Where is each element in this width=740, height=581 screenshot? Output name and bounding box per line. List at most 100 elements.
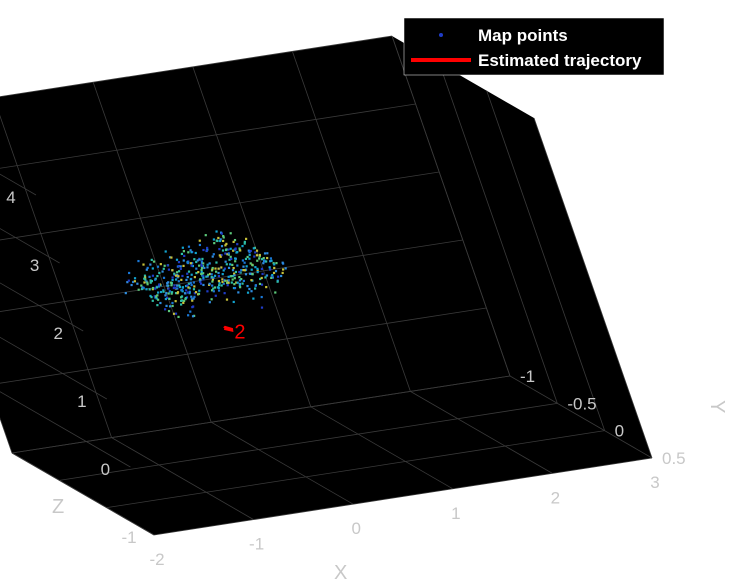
z-tick-label: 4 (6, 188, 15, 207)
map-point (227, 253, 230, 256)
map-point (180, 252, 183, 256)
map-point (220, 245, 224, 248)
map-point (155, 295, 158, 298)
map-point (212, 287, 215, 290)
map-point (271, 276, 275, 279)
map-point (240, 268, 243, 272)
map-point (217, 289, 221, 292)
axes-background (0, 36, 652, 535)
map-point (157, 285, 160, 288)
grid-line-z (0, 103, 416, 169)
map-point (264, 276, 267, 279)
map-point (211, 284, 214, 287)
map-point (189, 310, 192, 313)
map-point (190, 298, 193, 301)
map-point (238, 276, 241, 279)
map-point (177, 275, 180, 278)
map-point (170, 292, 173, 295)
map-point (262, 262, 265, 265)
map-point (140, 287, 144, 291)
map-point (179, 265, 182, 268)
map-point (201, 265, 205, 268)
map-point (143, 274, 147, 277)
map-point (250, 290, 253, 293)
map-point (185, 278, 188, 282)
map-point (149, 279, 152, 282)
map-point (170, 291, 174, 294)
map-point (178, 285, 182, 289)
map-point (260, 258, 264, 261)
map-point (188, 290, 191, 293)
map-point (127, 279, 130, 282)
map-point (190, 264, 193, 267)
map-point (177, 261, 181, 264)
map-point (255, 249, 259, 252)
map-point (144, 276, 147, 279)
map-point (180, 288, 184, 292)
map-point (211, 278, 215, 281)
map-point (162, 267, 165, 270)
map-point (193, 314, 196, 317)
map-point (193, 276, 196, 279)
map-point (155, 286, 159, 289)
map-point (205, 275, 208, 278)
map-point (265, 274, 269, 277)
map-point (222, 282, 225, 285)
map-point (256, 267, 259, 270)
map-point (231, 275, 234, 278)
grid-line-x (111, 437, 254, 520)
z-tick-label: 1 (77, 392, 86, 411)
map-point (238, 282, 242, 286)
map-point (277, 275, 280, 278)
map-point (189, 249, 192, 252)
map-point (131, 280, 135, 284)
map-point (214, 267, 217, 270)
map-point (161, 270, 164, 273)
map-point (249, 262, 252, 265)
map-point (219, 255, 222, 258)
map-point (251, 264, 254, 267)
grid-line-y (59, 402, 558, 481)
map-point (133, 277, 137, 280)
map-point (234, 257, 237, 260)
map-point (158, 271, 161, 275)
map-point (226, 253, 229, 256)
map-point (165, 296, 169, 300)
map-point (260, 295, 263, 299)
map-point (177, 315, 180, 319)
map-point (146, 266, 149, 270)
map-point (206, 266, 209, 269)
map-point (150, 296, 153, 299)
map-point (205, 249, 208, 252)
map-point (240, 278, 243, 281)
map-point (221, 273, 224, 276)
map-point (284, 267, 287, 270)
map-point (272, 271, 276, 275)
map-point (243, 261, 246, 264)
map-point (225, 263, 228, 266)
map-point (186, 272, 189, 275)
map-point (216, 239, 219, 243)
x-tick-labels: -2 -1 0 1 2 3 (149, 473, 659, 569)
map-point (219, 238, 222, 241)
map-point (202, 275, 205, 278)
map-points-series (124, 230, 287, 319)
map-point (171, 301, 174, 305)
map-point (172, 286, 175, 290)
map-point (234, 247, 237, 250)
map-point (198, 243, 202, 247)
map-point (227, 279, 230, 282)
map-point (191, 262, 194, 265)
map-point (136, 282, 139, 285)
map-point (241, 282, 244, 285)
grid-line-x (509, 375, 653, 459)
map-point (234, 260, 237, 263)
map-point (225, 281, 229, 284)
map-point (184, 284, 188, 288)
grid-line-x (410, 391, 553, 474)
map-point (224, 279, 227, 282)
map-point (266, 256, 269, 260)
map-point (171, 276, 174, 279)
map-point (156, 265, 160, 268)
map-point (274, 291, 277, 294)
